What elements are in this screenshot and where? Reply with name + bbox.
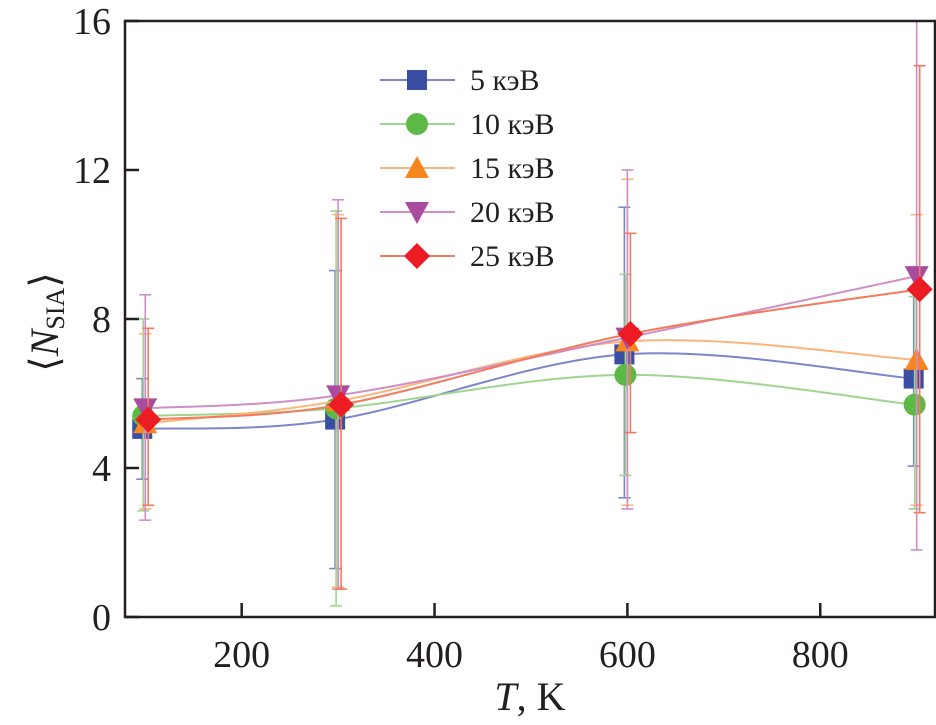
marker-circle bbox=[406, 113, 428, 135]
marker-diamond bbox=[404, 243, 430, 269]
x-axis-label: T, K bbox=[494, 674, 565, 719]
marker-diamond bbox=[906, 276, 933, 303]
marker-triangle-down bbox=[405, 202, 429, 224]
marker-circle bbox=[614, 363, 637, 386]
legend-item: 5 кэВ bbox=[380, 64, 540, 97]
marker-circle bbox=[903, 393, 926, 416]
ticks: 200 400 600 800 0 4 8 12 16 bbox=[73, 1, 849, 676]
x-tick-label: 200 bbox=[213, 634, 270, 676]
legend-label: 15 кэВ bbox=[470, 152, 555, 185]
y-tick-label: 8 bbox=[92, 299, 111, 341]
x-tick-label: 600 bbox=[599, 634, 656, 676]
marker-triangle-up bbox=[405, 156, 429, 178]
marker-diamond bbox=[328, 391, 355, 418]
series-line bbox=[148, 288, 920, 421]
marker-diamond bbox=[617, 320, 644, 347]
y-tick-label: 12 bbox=[73, 150, 111, 192]
x-tick-label: 400 bbox=[406, 634, 463, 676]
marker-square bbox=[407, 70, 427, 90]
legend-item: 25 кэВ bbox=[380, 240, 555, 273]
legend-label: 25 кэВ bbox=[470, 240, 555, 273]
legend: 5 кэВ 10 кэВ 15 кэВ 20 кэВ 25 кэВ bbox=[380, 64, 555, 273]
legend-item: 20 кэВ bbox=[380, 196, 555, 229]
legend-label: 10 кэВ bbox=[470, 108, 555, 141]
y-axis-label: ⟨NSIA⟩ bbox=[22, 272, 70, 372]
y-tick-label: 0 bbox=[92, 597, 111, 639]
x-tick-label: 800 bbox=[792, 634, 849, 676]
legend-item: 10 кэВ bbox=[380, 108, 555, 141]
series-line bbox=[145, 339, 917, 425]
marker-square bbox=[903, 368, 924, 389]
marker-diamond bbox=[135, 406, 162, 433]
series-layer bbox=[132, 21, 933, 607]
marker-triangle-down bbox=[133, 398, 158, 421]
series-line bbox=[142, 352, 914, 430]
series-25-кэВ bbox=[135, 64, 933, 590]
svg-text:⟨NSIA⟩: ⟨NSIA⟩ bbox=[22, 272, 70, 372]
y-tick-label: 16 bbox=[73, 1, 111, 43]
y-tick-label: 4 bbox=[92, 448, 111, 490]
series-line bbox=[143, 373, 915, 417]
legend-item: 15 кэВ bbox=[380, 152, 555, 185]
legend-label: 20 кэВ bbox=[470, 196, 555, 229]
legend-label: 5 кэВ bbox=[470, 64, 540, 97]
marker-triangle-down bbox=[904, 266, 929, 289]
